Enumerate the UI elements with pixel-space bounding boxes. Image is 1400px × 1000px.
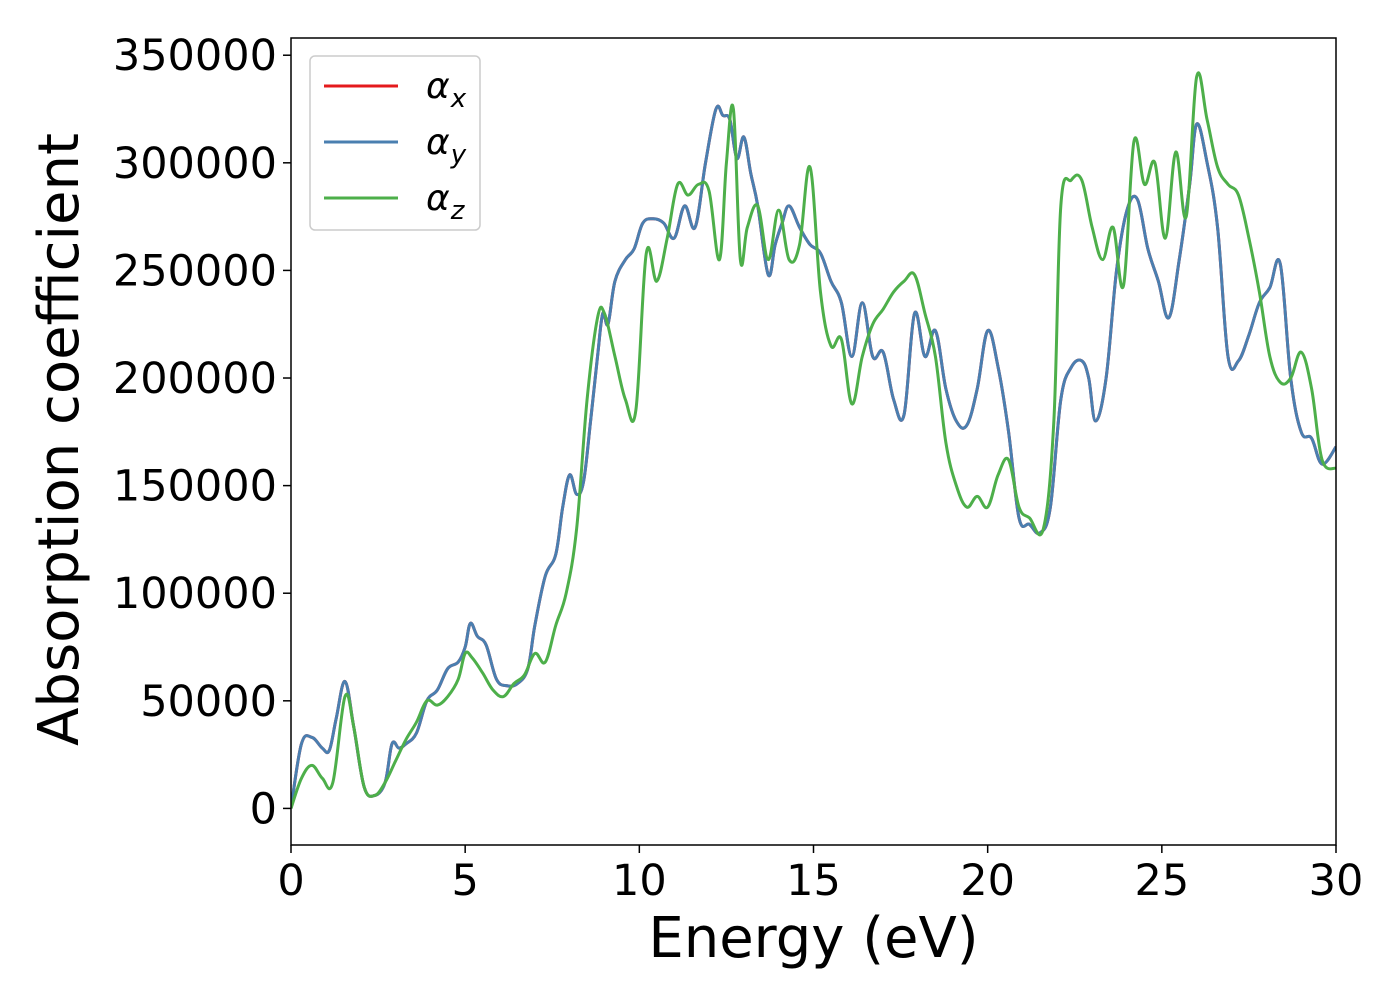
x-tick-label: 5 [451, 856, 478, 906]
series-line-alpha-z [291, 71, 1336, 809]
x-tick-label: 20 [960, 856, 1015, 906]
y-axis-title: Absorption coefficient [27, 133, 92, 746]
y-tick-label: 200000 [113, 354, 277, 404]
y-tick-label: 100000 [113, 569, 277, 619]
x-tick-label: 15 [786, 856, 841, 906]
legend-label-alpha-z: αz [426, 178, 466, 226]
x-axis-title: Energy (eV) [648, 906, 978, 971]
x-tick-label: 10 [612, 856, 667, 906]
y-tick-label: 300000 [113, 139, 277, 189]
x-tick-label: 0 [277, 856, 304, 906]
y-tick-label: 250000 [113, 246, 277, 296]
legend: αx αy αz [309, 55, 481, 231]
axes-layer: 0 5 10 15 20 25 30 0 50000 100000 150000 200000 2500… [113, 31, 1364, 906]
series-layer [291, 71, 1336, 809]
y-tick-label: 350000 [113, 31, 277, 81]
x-tick-label: 30 [1309, 856, 1364, 906]
series-line-alpha-y [291, 104, 1336, 809]
y-tick-label: 50000 [140, 677, 277, 727]
legend-label-alpha-y: αy [426, 122, 467, 170]
x-tick-label: 25 [1134, 856, 1189, 906]
y-tick-label: 0 [250, 784, 277, 834]
y-tick-label: 150000 [113, 462, 277, 512]
legend-label-alpha-x: αx [426, 66, 467, 114]
